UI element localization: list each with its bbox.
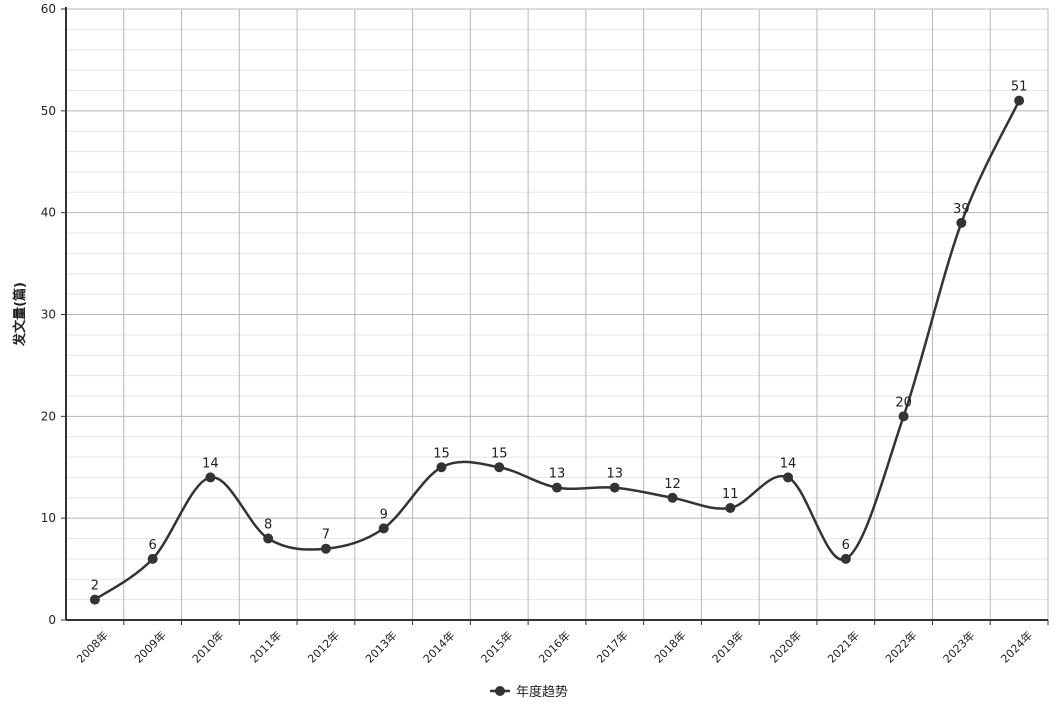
y-tick-label: 0 xyxy=(48,613,56,627)
data-label: 13 xyxy=(606,467,623,482)
data-label: 14 xyxy=(780,456,797,471)
x-tick-label: 2021年 xyxy=(824,628,861,665)
data-point[interactable] xyxy=(667,492,678,503)
data-point[interactable] xyxy=(840,553,851,564)
data-point[interactable] xyxy=(436,462,447,473)
data-point[interactable] xyxy=(956,217,967,228)
data-point[interactable] xyxy=(320,543,331,554)
y-axis-title: 发文量(篇) xyxy=(12,282,28,347)
data-point[interactable] xyxy=(205,472,216,483)
data-point[interactable] xyxy=(898,411,909,422)
data-point[interactable] xyxy=(783,472,794,483)
data-label: 8 xyxy=(264,518,272,533)
x-tick-label: 2008年 xyxy=(74,628,111,665)
data-label: 15 xyxy=(433,446,450,461)
series xyxy=(89,95,1025,605)
data-label: 6 xyxy=(149,538,157,553)
data-point[interactable] xyxy=(147,553,158,564)
data-label: 13 xyxy=(549,467,566,482)
y-tick-label: 40 xyxy=(41,206,56,220)
x-tick-label: 2024年 xyxy=(998,628,1035,665)
y-tick-label: 30 xyxy=(41,308,56,322)
data-label: 14 xyxy=(202,456,219,471)
y-tick-label: 50 xyxy=(41,104,56,118)
x-tick-label: 2018年 xyxy=(651,628,688,665)
data-label: 11 xyxy=(722,487,739,502)
data-label: 6 xyxy=(842,538,850,553)
x-tick-label: 2014年 xyxy=(420,628,457,665)
data-point[interactable] xyxy=(89,594,100,605)
data-point[interactable] xyxy=(609,482,620,493)
legend-dot-marker xyxy=(495,686,505,696)
data-point[interactable] xyxy=(1014,95,1025,106)
data-label: 51 xyxy=(1011,80,1028,95)
x-tick-label: 2011年 xyxy=(247,628,284,665)
legend-label[interactable]: 年度趋势 xyxy=(516,684,568,700)
data-label: 2 xyxy=(91,579,99,594)
data-point[interactable] xyxy=(552,482,562,493)
data-label: 9 xyxy=(380,507,388,522)
data-point[interactable] xyxy=(494,462,505,473)
y-tick-label: 20 xyxy=(41,409,56,423)
x-tick-label: 2010年 xyxy=(189,628,226,665)
data-point[interactable] xyxy=(263,533,274,544)
x-tick-label: 2020年 xyxy=(767,628,804,665)
x-tick-label: 2009年 xyxy=(131,628,168,665)
series-line-annual-trend[interactable] xyxy=(94,100,1021,601)
x-tick-label: 2023年 xyxy=(940,628,977,665)
x-tick-label: 2012年 xyxy=(305,628,342,665)
x-tick-label: 2015年 xyxy=(478,628,515,665)
x-tick-label: 2019年 xyxy=(709,628,746,665)
data-label: 7 xyxy=(322,528,330,543)
x-tick-label: 2013年 xyxy=(362,628,399,665)
x-tick-label: 2016年 xyxy=(536,628,573,665)
y-tick-label: 60 xyxy=(41,2,56,16)
data-labels: 2 6 14 8 7 9 15 15 13 13 12 11 14 6 20 39 51 xyxy=(91,80,1028,594)
x-tick-label: 2017年 xyxy=(593,628,630,665)
grid xyxy=(65,8,1049,621)
x-tick-label: 2022年 xyxy=(882,628,919,665)
axes: 0 10 20 30 40 50 60 2008年 2009年 2010年 2011年 2012年 20… xyxy=(41,2,1049,666)
legend[interactable]: 年度趋势 xyxy=(490,684,568,700)
data-label: 15 xyxy=(491,446,508,461)
data-point[interactable] xyxy=(378,523,389,534)
data-label: 39 xyxy=(953,202,970,217)
data-point[interactable] xyxy=(725,502,736,513)
data-label: 20 xyxy=(895,395,912,410)
y-tick-label: 10 xyxy=(41,511,56,525)
data-label: 12 xyxy=(664,477,681,492)
